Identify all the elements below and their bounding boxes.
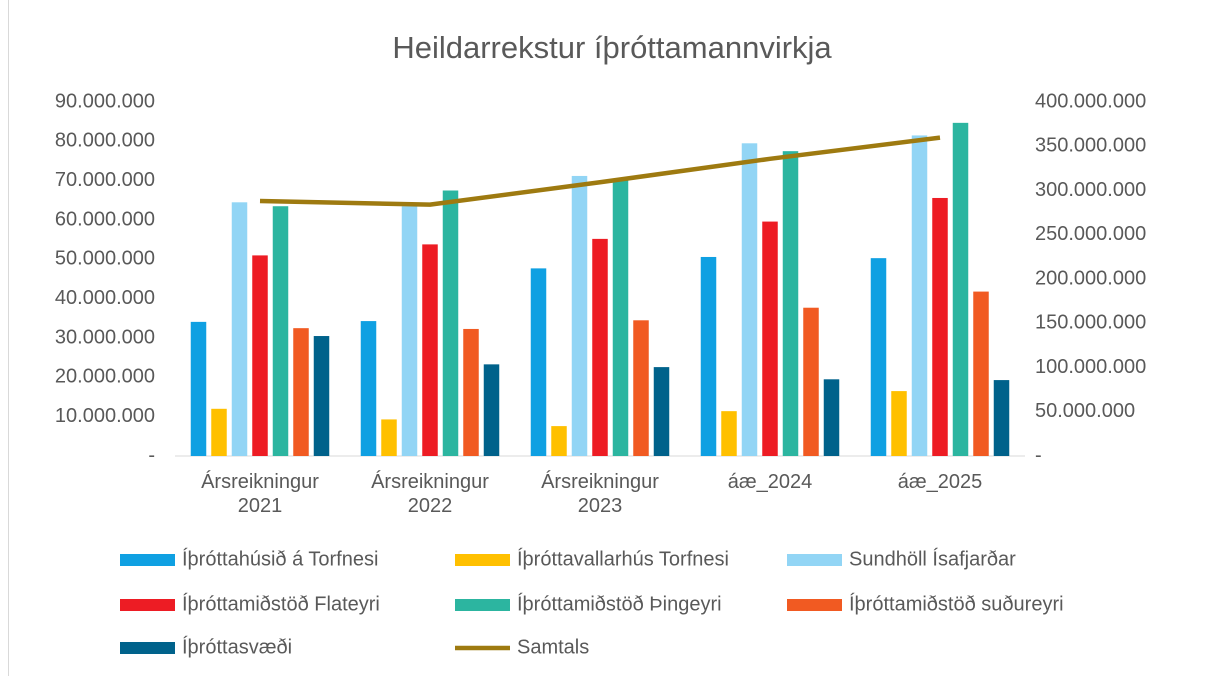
y2-tick-label: 400.000.000: [1035, 90, 1146, 112]
bar: [592, 238, 608, 456]
bar: [211, 408, 227, 456]
bar: [252, 255, 268, 456]
bar: [993, 380, 1010, 456]
y-tick-label: 90.000.000: [55, 90, 155, 112]
y-tick-label: -: [148, 444, 155, 466]
y2-tick-label: 350.000.000: [1035, 135, 1146, 157]
chart-title: Heildarrekstur íþróttamannvirkja: [392, 30, 832, 65]
bar: [633, 320, 649, 456]
bar: [803, 307, 819, 456]
y2-tick-label: 100.000.000: [1035, 356, 1146, 378]
chart-frame: [8, 0, 9, 676]
bar: [231, 202, 248, 456]
bar: [911, 135, 928, 456]
legend-label: Íþróttasvæði: [182, 635, 292, 658]
bar: [782, 151, 799, 456]
y-tick-label: 10.000.000: [55, 405, 155, 427]
legend-label: Sundhöll Ísafjarðar: [849, 547, 1016, 570]
x-tick-label: áæ_2025: [897, 471, 983, 493]
bar: [891, 391, 907, 456]
bar: [612, 178, 629, 456]
legend-label: Íþróttamiðstöð Þingeyri: [517, 592, 722, 615]
legend-marker: [120, 554, 175, 566]
y2-tick-label: 250.000.000: [1035, 223, 1146, 245]
bar: [483, 364, 500, 456]
bar: [381, 419, 397, 456]
legend-label: Samtals: [517, 636, 589, 658]
bar: [463, 328, 479, 456]
bar: [741, 143, 758, 457]
y-tick-label: 70.000.000: [55, 169, 155, 191]
bar: [190, 321, 207, 456]
bar: [653, 367, 670, 456]
legend-marker: [455, 599, 510, 611]
y-tick-label: 40.000.000: [55, 287, 155, 309]
y-tick-label: 80.000.000: [55, 130, 155, 152]
y2-tick-label: 300.000.000: [1035, 179, 1146, 201]
bar: [952, 122, 969, 456]
bar: [313, 336, 330, 456]
legend-marker: [787, 554, 842, 566]
bar: [272, 206, 289, 456]
bar: [571, 175, 588, 457]
y2-tick-label: 50.000.000: [1035, 400, 1135, 422]
y2-tick-label: -: [1035, 444, 1042, 466]
legend-label: Íþróttamiðstöð Flateyri: [182, 592, 380, 615]
y-tick-label: 60.000.000: [55, 208, 155, 230]
bar: [360, 321, 377, 456]
bar: [932, 197, 948, 456]
legend-marker: [120, 642, 175, 654]
bar: [401, 206, 418, 456]
x-tick-label: Ársreikningur 2022: [371, 471, 489, 517]
y-tick-label: 50.000.000: [55, 248, 155, 270]
x-tick-label: áæ_2024: [727, 471, 813, 493]
bar: [422, 244, 438, 456]
y-tick-label: 20.000.000: [55, 366, 155, 388]
bar: [442, 190, 459, 456]
bar: [530, 268, 547, 456]
bar: [551, 426, 567, 456]
y2-tick-label: 200.000.000: [1035, 267, 1146, 289]
legend-label: Íþróttamiðstöð suðureyri: [849, 592, 1064, 615]
bar: [870, 258, 887, 456]
line: [259, 135, 941, 207]
legend-marker: [120, 599, 175, 611]
y2-tick-label: 150.000.000: [1035, 312, 1146, 334]
legend-label: Íþróttavallarhús Torfnesi: [517, 547, 729, 570]
bar: [973, 291, 989, 456]
bar: [293, 328, 309, 456]
bar: [762, 221, 778, 456]
x-tick-label: Ársreikningur 2021: [201, 471, 319, 517]
legend-label: Íþróttahúsið á Torfnesi: [182, 547, 378, 570]
y-tick-label: 30.000.000: [55, 326, 155, 348]
bar: [823, 379, 840, 456]
bar: [700, 256, 717, 456]
legend-marker: [455, 554, 510, 566]
x-tick-label: Ársreikningur 2023: [541, 471, 659, 517]
legend-marker: [787, 599, 842, 611]
bar: [721, 411, 737, 456]
